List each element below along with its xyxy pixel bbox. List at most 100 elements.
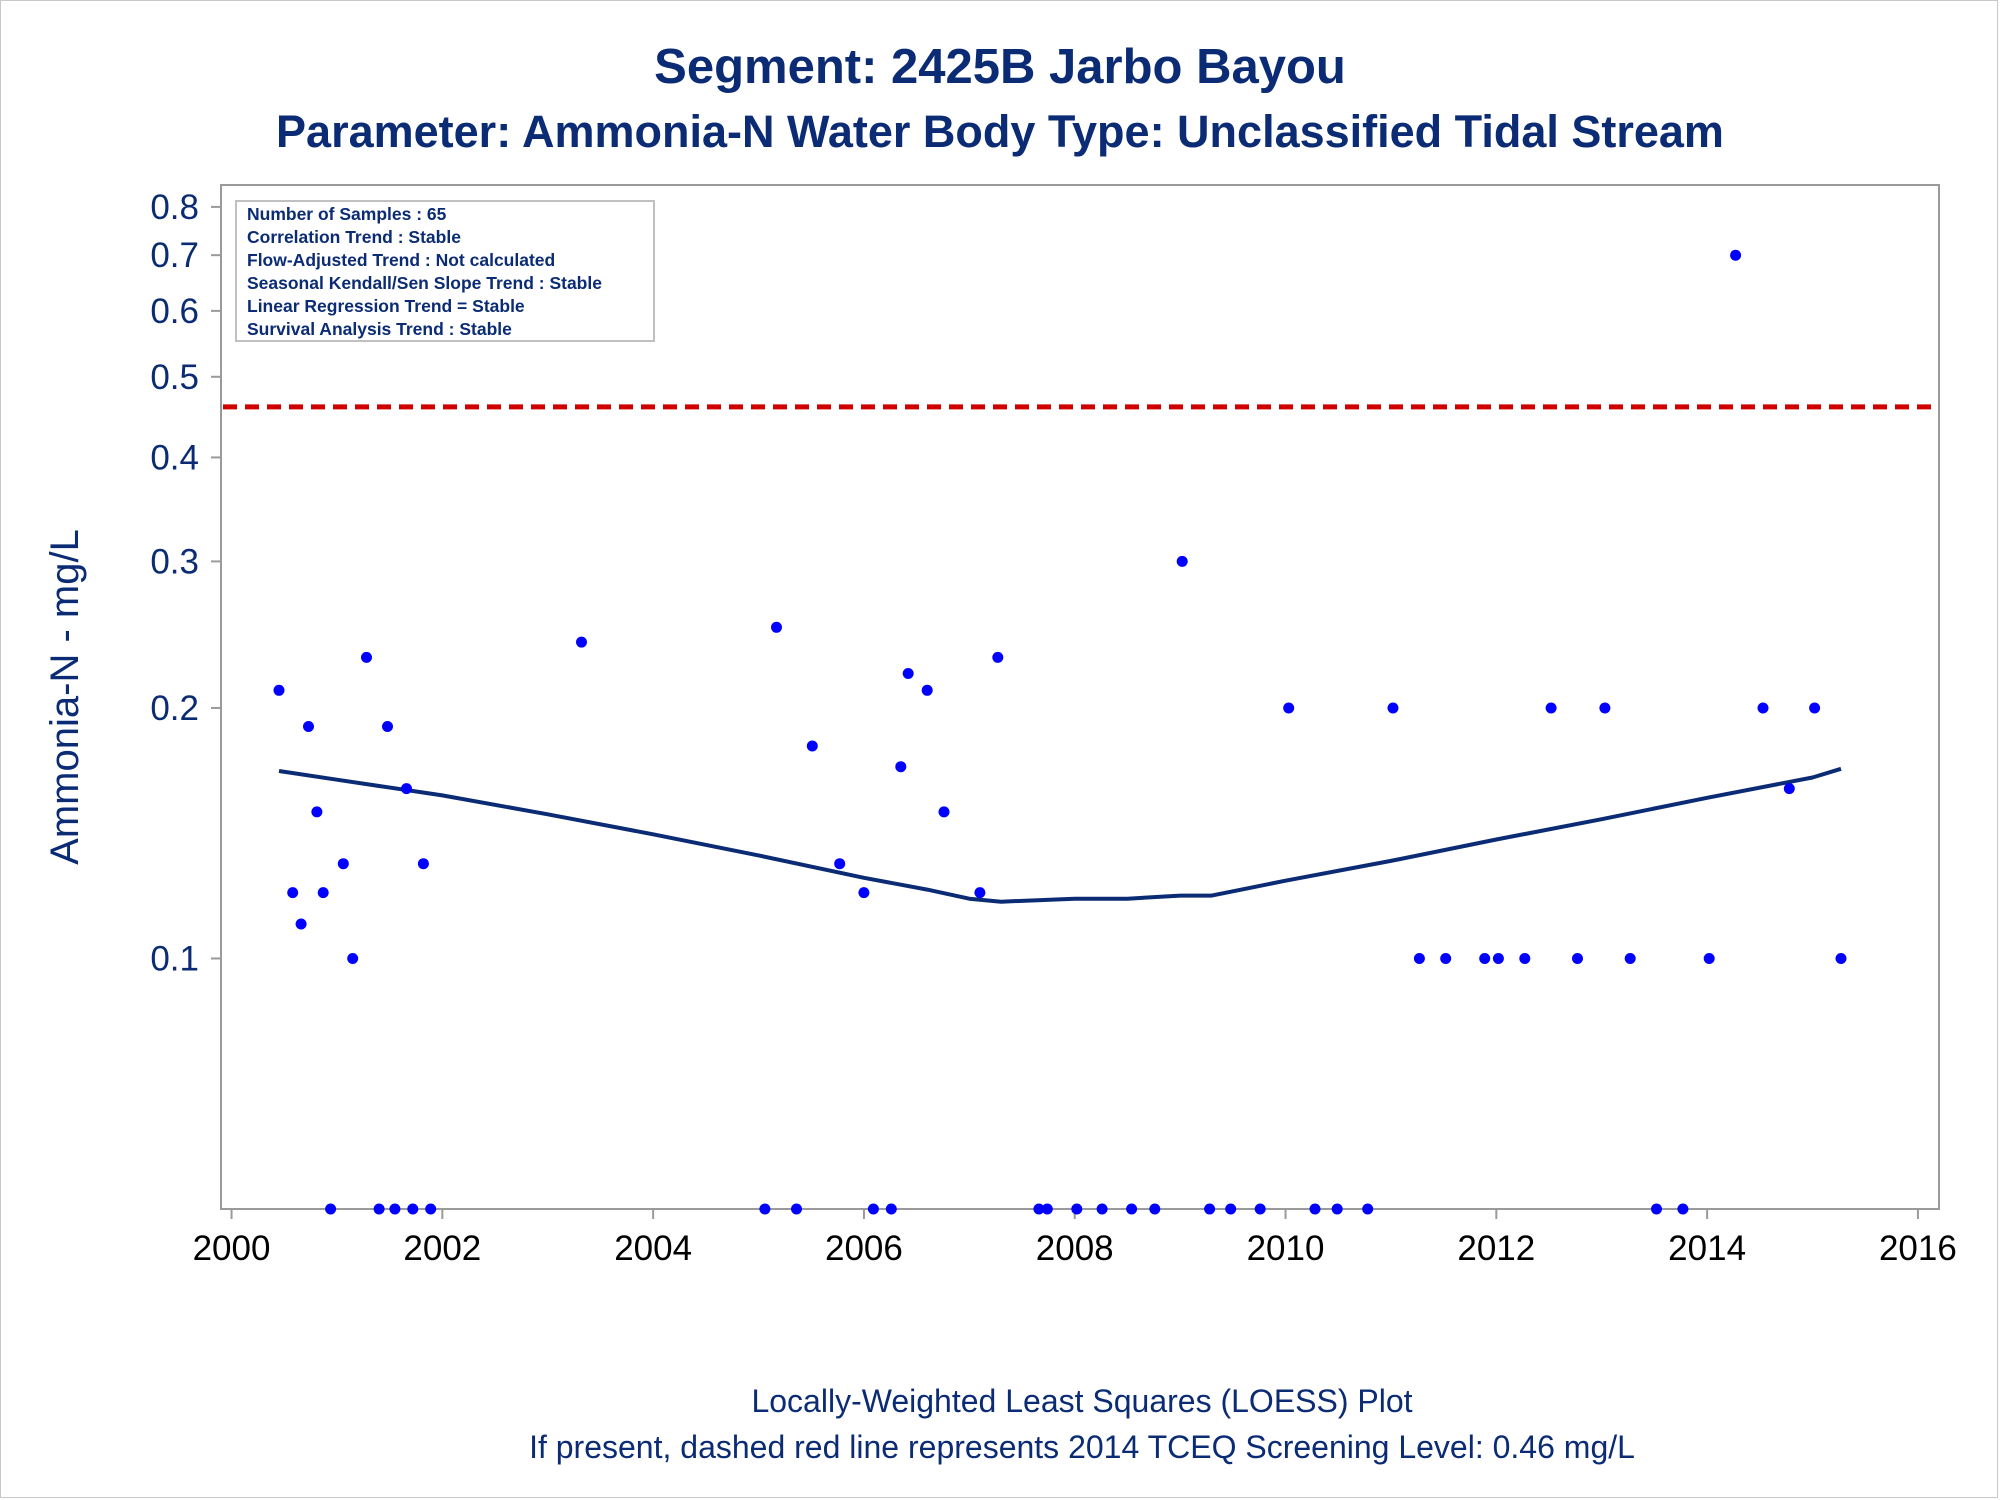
data-point <box>895 761 907 773</box>
data-point <box>1149 1203 1161 1215</box>
stats-line-flow-adjusted: Flow-Adjusted Trend : Not calculated <box>247 250 555 270</box>
x-tick-label: 2014 <box>1668 1229 1746 1268</box>
x-tick-label: 2004 <box>614 1229 692 1268</box>
loess-layer <box>278 766 1842 904</box>
data-point <box>1479 953 1491 964</box>
y-tick-label: 0.8 <box>150 188 199 227</box>
data-point <box>576 636 587 648</box>
stats-line-seasonal-kendall: Seasonal Kendall/Sen Slope Trend : Stabl… <box>247 273 602 293</box>
y-tick-label: 0.2 <box>150 689 199 728</box>
stats-line-survival: Survival Analysis Trend : Stable <box>247 319 512 339</box>
data-point <box>1440 953 1452 964</box>
chart-subtitle: Parameter: Ammonia-N Water Body Type: Un… <box>276 106 1724 157</box>
data-point <box>373 1203 385 1215</box>
loess-line <box>278 766 1842 904</box>
data-point <box>1309 1203 1321 1215</box>
data-point <box>425 1203 437 1215</box>
data-point <box>885 1203 897 1215</box>
data-point <box>1204 1203 1216 1215</box>
data-point <box>1362 1203 1374 1215</box>
data-point <box>759 1203 771 1215</box>
data-point <box>1492 953 1504 964</box>
data-point <box>992 651 1004 663</box>
data-point <box>806 740 818 752</box>
x-axis: 2000 2002 2004 2006 2008 2010 2012 2014 2016 <box>193 1209 1957 1268</box>
data-point <box>417 858 429 870</box>
data-point <box>401 783 412 795</box>
data-point <box>1225 1203 1237 1215</box>
data-point <box>938 806 950 818</box>
plot-area <box>220 184 1940 1210</box>
data-point <box>303 721 314 732</box>
data-point <box>1783 783 1795 795</box>
footnote-loess: Locally-Weighted Least Squares (LOESS) P… <box>751 1383 1412 1419</box>
data-point <box>1519 953 1531 964</box>
data-point <box>361 651 372 663</box>
data-point <box>1331 1203 1343 1215</box>
stats-line-correlation: Correlation Trend : Stable <box>247 227 461 247</box>
data-point <box>1835 953 1847 964</box>
data-point <box>1041 1203 1053 1215</box>
data-point <box>1677 1203 1689 1215</box>
data-point <box>347 953 359 964</box>
y-tick-label: 0.6 <box>150 292 199 331</box>
data-point <box>1651 1203 1662 1215</box>
x-tick-label: 2006 <box>825 1229 903 1268</box>
data-point <box>1254 1203 1266 1215</box>
data-point <box>974 887 986 899</box>
data-point <box>1599 702 1611 714</box>
data-point <box>1413 953 1425 964</box>
data-point <box>1176 555 1188 567</box>
data-point <box>1757 702 1769 714</box>
x-tick-label: 2012 <box>1457 1229 1535 1268</box>
x-tick-label: 2008 <box>1036 1229 1114 1268</box>
data-point <box>1572 953 1583 964</box>
y-tick-label: 0.7 <box>150 236 199 275</box>
y-tick-label: 0.3 <box>150 542 199 581</box>
data-point <box>311 806 323 818</box>
stats-line-linear-regression: Linear Regression Trend = Stable <box>247 296 525 316</box>
data-point <box>1809 702 1821 714</box>
y-axis: 0.1 0.2 0.3 0.4 0.5 0.6 0.7 0.8 <box>150 188 221 978</box>
y-tick-label: 0.5 <box>150 358 199 397</box>
stats-box: Number of Samples : 65 Correlation Trend… <box>235 200 655 342</box>
data-point <box>1624 953 1636 964</box>
y-axis-label: Ammonia-N - mg/L <box>43 529 87 865</box>
chart-title: Segment: 2425B Jarbo Bayou <box>654 40 1346 94</box>
data-point <box>382 721 393 732</box>
x-tick-label: 2000 <box>193 1229 271 1268</box>
data-point <box>867 1203 879 1215</box>
data-point <box>407 1203 419 1215</box>
data-point <box>1730 249 1742 261</box>
data-point <box>295 918 307 930</box>
data-point <box>858 887 870 899</box>
data-point <box>1703 953 1715 964</box>
data-point <box>389 1203 401 1215</box>
y-tick-label: 0.4 <box>150 438 199 477</box>
x-tick-label: 2010 <box>1247 1229 1325 1268</box>
y-tick-label: 0.1 <box>150 939 199 978</box>
data-point <box>1387 702 1399 714</box>
data-point <box>1096 1203 1108 1215</box>
footnote-screening-level: If present, dashed red line represents 2… <box>529 1429 1635 1465</box>
data-point <box>337 858 349 870</box>
data-point <box>1126 1203 1138 1215</box>
stats-box-border <box>235 200 655 342</box>
data-point <box>834 858 846 870</box>
data-point <box>921 684 933 696</box>
stats-line-samples: Number of Samples : 65 <box>247 204 447 224</box>
data-point <box>325 1203 337 1215</box>
data-point <box>273 684 285 696</box>
data-point <box>771 621 782 633</box>
data-point <box>1283 702 1295 714</box>
data-point <box>791 1203 802 1215</box>
data-point <box>1071 1203 1083 1215</box>
data-point <box>287 887 299 899</box>
x-tick-label: 2016 <box>1879 1229 1957 1268</box>
data-point <box>317 887 329 899</box>
data-point <box>1033 1203 1045 1215</box>
data-point <box>902 668 914 679</box>
x-tick-label: 2002 <box>403 1229 481 1268</box>
